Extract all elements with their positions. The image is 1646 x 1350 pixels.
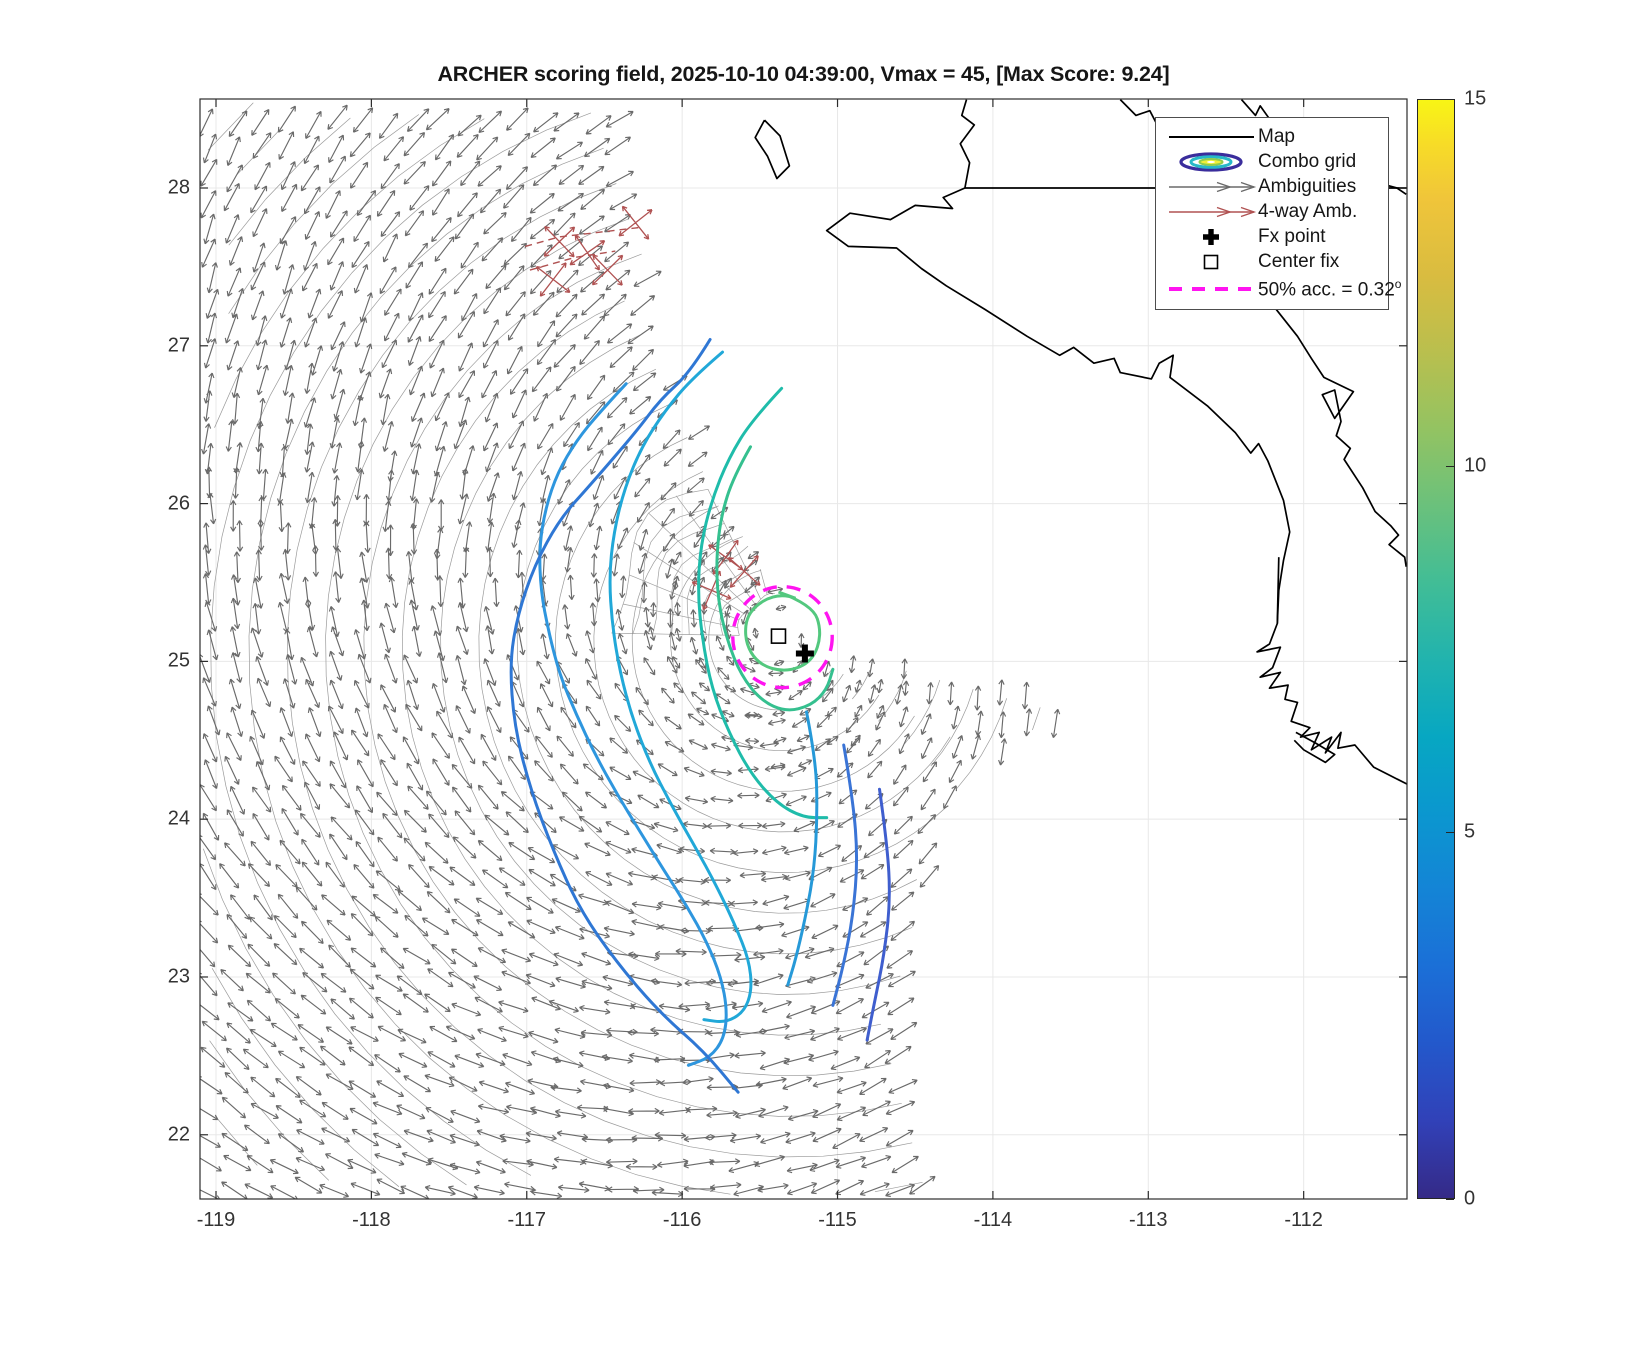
y-tick-label: 28 xyxy=(167,176,190,199)
fx-point-icon xyxy=(1166,226,1258,248)
map-island xyxy=(754,119,791,180)
fx-point-marker xyxy=(795,644,814,663)
contour-score-4 xyxy=(509,338,740,1094)
legend-item-combo-grid: Combo grid xyxy=(1166,151,1380,173)
ambiguities-arrow-icon xyxy=(1166,176,1258,198)
legend-label-center-fix: Center fix xyxy=(1258,251,1340,272)
colorbar xyxy=(1417,99,1455,1199)
contour-score-6 xyxy=(608,350,753,1024)
x-tick-label: -112 xyxy=(1284,1209,1323,1231)
x-tick-label: -119 xyxy=(196,1209,236,1231)
map-inlet xyxy=(1276,557,1280,624)
colorbar-tick-label: 15 xyxy=(1464,87,1487,110)
x-tick-label: -115 xyxy=(818,1209,857,1231)
legend-item-center-fix: Center fix xyxy=(1166,251,1380,273)
colorbar-tick-label: 0 xyxy=(1464,1187,1476,1210)
center-fix-marker xyxy=(770,628,787,644)
map-barrier-spit xyxy=(1293,731,1336,764)
x-tick-label: -113 xyxy=(1129,1209,1168,1231)
colorbar-tick xyxy=(1446,1199,1454,1200)
legend-label-4way-amb: 4-way Amb. xyxy=(1258,201,1358,222)
legend-item-accuracy: 50% acc. = 0.32o xyxy=(1166,277,1401,300)
colorbar-tick xyxy=(1446,832,1454,834)
accuracy-dash-icon xyxy=(1166,278,1258,300)
colorbar-tick-label: 10 xyxy=(1464,454,1487,477)
axes-border xyxy=(199,98,1408,1200)
colorbar-tick xyxy=(1446,465,1454,467)
legend-label-fx-point: Fx point xyxy=(1258,226,1326,247)
legend-label-ambiguities: Ambiguities xyxy=(1258,176,1357,197)
y-tick-label: 27 xyxy=(167,334,190,357)
tick-marks xyxy=(200,99,1407,1199)
colorbar-tick xyxy=(1446,99,1454,100)
streamlines xyxy=(202,102,1041,1195)
map-line-icon xyxy=(1166,126,1258,148)
four-way-ambiguities xyxy=(535,205,761,611)
ambiguity-arrows xyxy=(200,104,1061,1199)
center-fix-icon xyxy=(1166,251,1258,273)
contour-score-8 xyxy=(715,445,835,712)
combo-grid-icon xyxy=(1166,151,1258,173)
four-way-dashed-curve xyxy=(525,226,641,248)
legend-label-map: Map xyxy=(1258,126,1295,147)
contour-arc-east-4 xyxy=(865,787,891,1042)
legend-item-4way-amb: 4-way Amb. xyxy=(1166,201,1380,223)
y-tick-label: 24 xyxy=(167,807,190,830)
x-tick-label: -116 xyxy=(662,1209,702,1231)
legend-label-combo-grid: Combo grid xyxy=(1258,151,1357,172)
x-tick-label: -114 xyxy=(973,1209,1013,1231)
legend-item-fx-point: Fx point xyxy=(1166,226,1380,248)
accuracy-circle xyxy=(731,584,834,690)
four-way-dashed-curve xyxy=(529,250,616,271)
y-tick-label: 25 xyxy=(167,649,190,672)
colorbar-tick-label: 5 xyxy=(1464,820,1476,843)
y-tick-label: 22 xyxy=(167,1123,190,1146)
contour-score-7 xyxy=(697,386,829,820)
contour-arc-east-6 xyxy=(786,710,819,987)
legend-label-accuracy: 50% acc. = 0.32o xyxy=(1258,276,1402,301)
y-tick-label: 23 xyxy=(167,965,190,988)
y-tick-label: 26 xyxy=(167,492,190,515)
legend-item-ambiguities: Ambiguities xyxy=(1166,176,1380,198)
figure-title: ARCHER scoring field, 2025-10-10 04:39:0… xyxy=(437,62,1170,86)
x-tick-label: -118 xyxy=(352,1209,391,1231)
contour-score-9 xyxy=(744,590,822,672)
x-tick-label: -117 xyxy=(507,1209,547,1231)
legend-item-map: Map xyxy=(1166,126,1380,148)
contour-arc-east-5 xyxy=(831,743,859,1007)
legend: Map Combo grid Ambiguities xyxy=(1155,117,1401,310)
four-way-amb-arrow-icon xyxy=(1166,201,1258,223)
contour-score-5 xyxy=(538,382,728,1067)
